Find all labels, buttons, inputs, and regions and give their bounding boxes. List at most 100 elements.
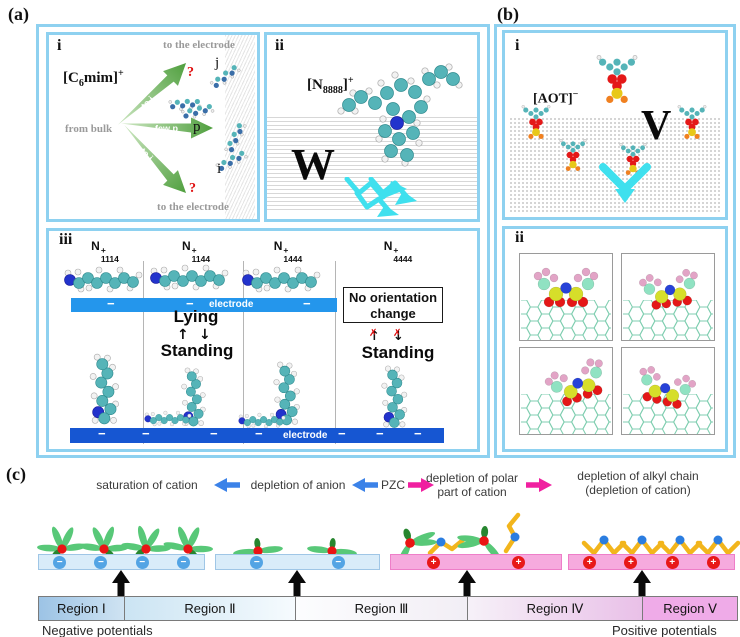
electrode-text: electrode (283, 430, 328, 441)
panel-b-i-label: i (515, 37, 520, 54)
caption-saturation-cation: saturation of cation (96, 478, 198, 492)
electrode-bar-negative-2: − − (215, 554, 380, 570)
minus-dash: − (448, 426, 456, 441)
plus-circle: + (583, 555, 597, 569)
caption-depletion-alkyl: depletion of alkyl chain (depletion of ca… (577, 469, 699, 498)
region-5: Region Ⅴ (643, 597, 738, 620)
minus-circle: − (331, 555, 345, 569)
caption-depletion-polar: depletion of polar part of cation (425, 471, 519, 500)
column-divider (143, 261, 144, 444)
positive-potentials-text: Positive potentials (612, 623, 717, 637)
big-letter-v: V (641, 103, 672, 149)
region-marker-arrow (458, 570, 476, 596)
panel-a-i-label: i (57, 37, 62, 54)
column-divider (335, 261, 336, 444)
panel-a-ii: ii [N8888]+ W (264, 32, 480, 222)
minus-dash: − (142, 426, 150, 441)
panel-b-ii: ii (502, 226, 728, 452)
tfsi-cell-1 (519, 253, 613, 341)
cartoon-ions-graphic (36, 495, 740, 557)
caption-depletion-anion: depletion of anion (250, 478, 346, 492)
tfsi-molecule (632, 363, 698, 412)
green-arrows-graphic: to j few p to i (113, 55, 213, 201)
minus-circle: − (94, 555, 108, 569)
panel-b-label: (b) (497, 4, 519, 24)
panel-a-iii-label: iii (59, 231, 73, 248)
down-arrow-glyph: ↓ (199, 327, 211, 343)
region-marker-arrow (112, 570, 130, 596)
electrode-bar-top: − − electrode − (71, 296, 337, 312)
col-header-n1444: N +1444 (273, 239, 303, 264)
cyan-arrows-graphic (344, 177, 417, 217)
tfsi-molecule (533, 267, 599, 308)
surface-lines-texture (267, 117, 477, 213)
region-4: Region Ⅳ (467, 597, 644, 620)
caption-pzc: PZC (381, 478, 405, 492)
minus-dash: − (303, 296, 311, 311)
minus-dash: − (255, 426, 263, 441)
arrow-label-few-p: few p (155, 124, 179, 134)
region-1: Region Ⅰ (39, 597, 125, 620)
panel-a-iii: iii N +1114 N +1144 N +1444 N +4444 − − elec… (46, 228, 480, 452)
panel-a-label: (a) (8, 4, 29, 24)
question-mark-top: ? (187, 65, 194, 80)
plus-circle: + (706, 555, 720, 569)
lying-text: Lying (173, 307, 219, 326)
plus-circle: + (427, 555, 440, 569)
electrode-bar-bottom: − − − − electrode − − − − (70, 426, 456, 443)
minus-circle: − (176, 555, 190, 569)
n8888-molecule-graphic (337, 63, 463, 167)
crossed-down-arrow: ↓ ✗ (393, 328, 404, 344)
n8888-cation-label: [N8888]+ (307, 75, 354, 96)
electrode-text: electrode (209, 299, 254, 310)
minus-circle: − (135, 555, 149, 569)
plus-circle: + (665, 555, 679, 569)
region-3: Region Ⅲ (296, 597, 468, 620)
up-arrow-glyph: ↑ (177, 327, 189, 343)
to-electrode-bottom-text: to the electrode (157, 201, 229, 213)
minus-dash: − (210, 426, 218, 441)
aot-anion-label: [AOT]− (533, 89, 579, 107)
lying-standing-molecules-graphic (64, 264, 408, 429)
region-bar: Region Ⅰ Region Ⅱ Region Ⅲ Region Ⅳ Regi… (38, 596, 738, 621)
electrode-bar-positive-2: + + + + (568, 554, 735, 570)
no-orientation-change-box: No orientation change (343, 287, 443, 323)
tfsi-cell-4 (621, 347, 715, 435)
molecule-label-j: j (215, 55, 220, 71)
electrode-bar-negative-1: − − − − (38, 554, 205, 570)
liquid-speckle-texture (509, 117, 721, 213)
small-molecules-graphic (168, 63, 250, 175)
minus-dash: − (107, 296, 115, 311)
tfsi-molecule (638, 267, 702, 312)
column-divider (243, 261, 244, 444)
col-header-n4444: N +4444 (383, 239, 413, 264)
minus-dash: − (186, 296, 194, 311)
tfsi-molecule (542, 354, 612, 411)
minus-circle: − (53, 555, 67, 569)
col-header-n1114: N +1114 (91, 239, 119, 264)
minus-dash: − (338, 426, 346, 441)
big-letter-w: W (291, 140, 335, 189)
negative-potentials-text: Negative potentials (42, 623, 153, 637)
panel-c-label: (c) (6, 464, 26, 484)
region-marker-arrow (288, 570, 306, 596)
region-2: Region Ⅱ (124, 597, 297, 620)
panel-a-ii-label: ii (275, 37, 284, 54)
molecule-label-p: p (193, 119, 201, 135)
to-electrode-top-text: to the electrode (163, 39, 235, 51)
from-bulk-text: from bulk (65, 123, 113, 135)
plus-circle: + (624, 555, 638, 569)
cyan-v-arrow (599, 163, 651, 203)
tfsi-cell-3 (519, 347, 613, 435)
panel-b-i: i [AOT]− V (502, 30, 728, 220)
minus-dash: − (414, 426, 422, 441)
crossed-up-arrow: ↑ ✗ (369, 328, 380, 344)
tfsi-cell-2 (621, 253, 715, 341)
minus-circle: − (250, 555, 264, 569)
standing-text: Standing (160, 341, 234, 360)
minus-dash: − (376, 426, 384, 441)
panel-a-i: i to the electrode to the electrode [C6m… (46, 32, 260, 222)
question-mark-bottom: ? (189, 181, 196, 196)
region-marker-arrow (633, 570, 651, 596)
